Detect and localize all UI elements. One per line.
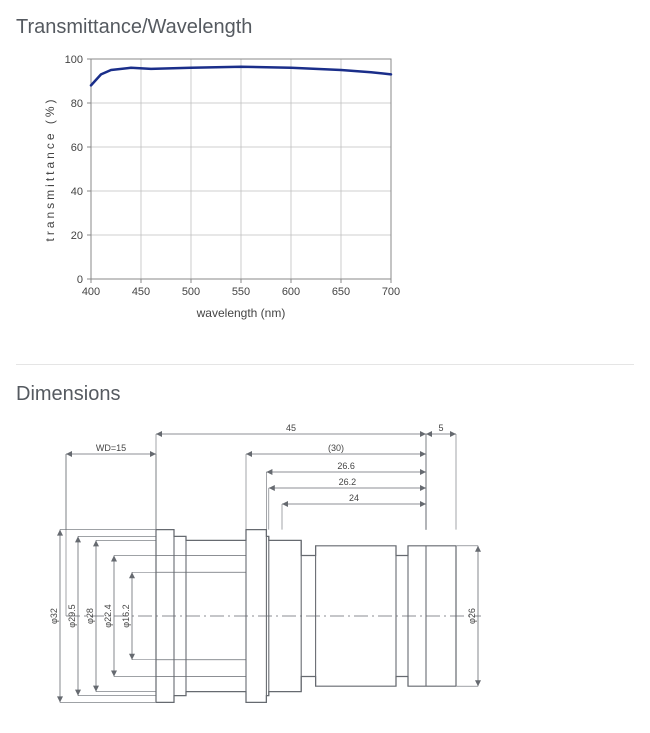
svg-text:φ26: φ26 — [467, 608, 477, 624]
section-title-dimensions: Dimensions — [16, 383, 634, 406]
dimensions-drawing: 45 5 WD=15 (30) 26.6 26.2 24 φ32 φ29.5 φ28 φ22.4 φ1… — [36, 416, 634, 721]
svg-text:600: 600 — [282, 286, 300, 298]
section-title-transmittance: Transmittance/Wavelength — [16, 16, 634, 39]
svg-text:(30): (30) — [328, 443, 344, 453]
svg-text:20: 20 — [71, 230, 83, 242]
svg-text:650: 650 — [332, 286, 350, 298]
svg-text:100: 100 — [65, 54, 83, 66]
svg-text:5: 5 — [438, 423, 443, 433]
svg-text:45: 45 — [286, 423, 296, 433]
transmittance-chart: 400 450 500 550 600 650 700 0 20 40 60 80 100 wavelen… — [36, 49, 634, 344]
svg-text:24: 24 — [349, 493, 359, 503]
svg-text:40: 40 — [71, 186, 83, 198]
svg-text:φ29.5: φ29.5 — [67, 604, 77, 627]
svg-text:700: 700 — [382, 286, 400, 298]
svg-text:transmittance (%): transmittance (%) — [43, 96, 57, 241]
svg-text:26.2: 26.2 — [339, 477, 357, 487]
svg-text:500: 500 — [182, 286, 200, 298]
svg-text:400: 400 — [82, 286, 100, 298]
svg-text:60: 60 — [71, 142, 83, 154]
svg-text:26.6: 26.6 — [337, 461, 355, 471]
dimensions-svg: 45 5 WD=15 (30) 26.6 26.2 24 φ32 φ29.5 φ28 φ22.4 φ1… — [36, 416, 536, 716]
section-divider — [16, 364, 634, 365]
svg-text:80: 80 — [71, 98, 83, 110]
svg-text:φ16.2: φ16.2 — [121, 604, 131, 627]
chart-svg: 400 450 500 550 600 650 700 0 20 40 60 80 100 wavelen… — [36, 49, 416, 339]
svg-text:wavelength (nm): wavelength (nm) — [196, 306, 286, 320]
svg-text:450: 450 — [132, 286, 150, 298]
svg-text:φ28: φ28 — [85, 608, 95, 624]
svg-text:550: 550 — [232, 286, 250, 298]
svg-text:φ22.4: φ22.4 — [103, 604, 113, 627]
svg-text:0: 0 — [77, 274, 83, 286]
svg-text:φ32: φ32 — [49, 608, 59, 624]
svg-text:WD=15: WD=15 — [96, 443, 126, 453]
